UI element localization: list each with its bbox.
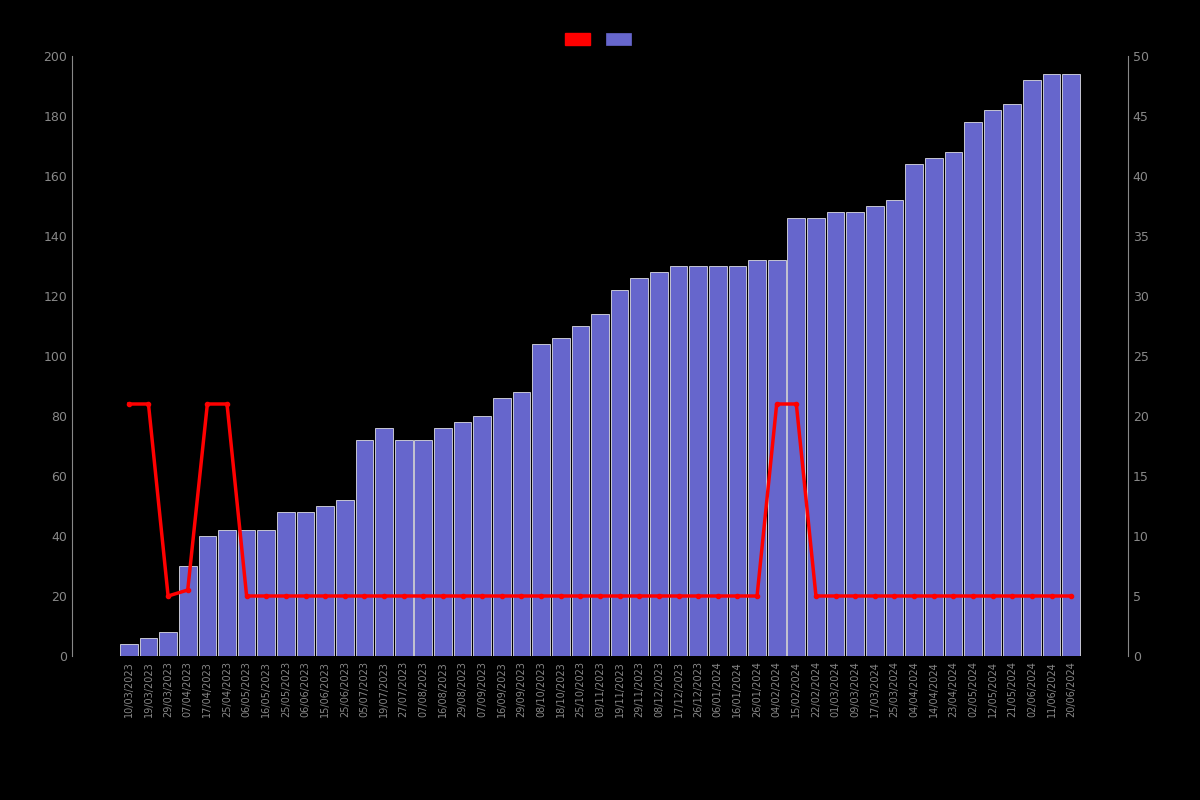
Bar (395, 440, 413, 656)
Bar (650, 272, 667, 656)
Bar (808, 218, 824, 656)
Bar (1024, 80, 1040, 656)
Bar (846, 212, 864, 656)
Bar (749, 260, 766, 656)
Bar (552, 338, 570, 656)
Bar (984, 110, 1002, 656)
Bar (160, 632, 176, 656)
Bar (512, 392, 530, 656)
Bar (218, 530, 236, 656)
Bar (336, 500, 354, 656)
Bar (670, 266, 688, 656)
Bar (827, 212, 845, 656)
Bar (277, 512, 295, 656)
Bar (179, 566, 197, 656)
Bar (886, 200, 904, 656)
Bar (473, 416, 491, 656)
Bar (592, 314, 608, 656)
Bar (571, 326, 589, 656)
Bar (944, 152, 962, 656)
Bar (1062, 74, 1080, 656)
Bar (238, 530, 256, 656)
Bar (768, 260, 786, 656)
Bar (454, 422, 472, 656)
Bar (198, 536, 216, 656)
Bar (964, 122, 982, 656)
Bar (434, 428, 451, 656)
Bar (139, 638, 157, 656)
Bar (120, 644, 138, 656)
Bar (355, 440, 373, 656)
Bar (296, 512, 314, 656)
Bar (376, 428, 392, 656)
Bar (1003, 104, 1021, 656)
Bar (709, 266, 727, 656)
Bar (414, 440, 432, 656)
Bar (728, 266, 746, 656)
Legend: , : , (565, 33, 635, 47)
Bar (317, 506, 334, 656)
Bar (905, 164, 923, 656)
Bar (493, 398, 511, 656)
Bar (258, 530, 275, 656)
Bar (630, 278, 648, 656)
Bar (689, 266, 707, 656)
Bar (925, 158, 942, 656)
Bar (611, 290, 629, 656)
Bar (866, 206, 883, 656)
Bar (1043, 74, 1061, 656)
Bar (787, 218, 805, 656)
Bar (533, 344, 550, 656)
